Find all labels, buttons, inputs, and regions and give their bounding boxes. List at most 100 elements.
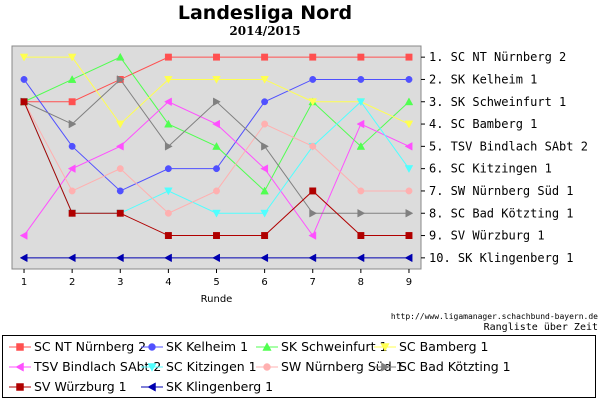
data-point — [261, 53, 269, 61]
legend-label: SK Schweinfurt 1 — [281, 339, 388, 354]
chart-title: Landesliga Nord — [177, 2, 353, 24]
x-tick-label: 2 — [69, 277, 75, 288]
data-point — [67, 164, 76, 173]
legend-marker — [147, 362, 157, 372]
data-point — [212, 76, 221, 84]
rank-label: 6. SC Kitzingen 1 — [429, 162, 552, 176]
data-point — [212, 119, 220, 129]
data-point — [19, 231, 28, 240]
legend-item: SW Nürnberg Süd 1 — [256, 359, 404, 374]
legend-swatch — [9, 361, 31, 372]
series-8 — [20, 98, 413, 240]
data-point — [164, 53, 172, 61]
data-point — [116, 120, 125, 129]
data-point — [308, 253, 317, 263]
rank-label: 4. SC Bamberg 1 — [429, 117, 537, 131]
data-point — [164, 119, 173, 128]
data-point — [212, 253, 220, 263]
data-point — [68, 119, 77, 129]
data-point — [164, 76, 173, 84]
data-point — [212, 141, 221, 150]
x-tick-label: 6 — [261, 277, 267, 288]
rank-label: 7. SW Nürnberg Süd 1 — [429, 184, 574, 198]
data-point — [116, 75, 125, 84]
data-point — [213, 165, 220, 173]
series-3 — [19, 53, 414, 129]
legend: SC NT Nürnberg 2 SK Kelheim 1 SK Schweinfu… — [2, 335, 596, 398]
rank-label: 5. TSV Bindlach SAbt 2 — [429, 139, 588, 153]
legend-item: SK Klingenberg 1 — [141, 379, 273, 394]
data-point — [404, 142, 413, 151]
x-tick-label: 8 — [358, 277, 364, 288]
data-point — [357, 76, 365, 83]
legend-swatch — [256, 362, 278, 371]
data-point — [405, 187, 413, 195]
data-point — [67, 53, 77, 62]
legend-marker — [381, 361, 390, 372]
legend-label: SC NT Nürnberg 2 — [34, 339, 147, 354]
data-point — [164, 232, 172, 240]
series-9 — [19, 253, 413, 263]
data-point — [405, 208, 414, 218]
x-axis-label: Runde — [201, 294, 233, 305]
legend-marker — [147, 381, 156, 392]
data-point — [213, 232, 220, 240]
legend-swatch — [141, 381, 163, 392]
data-point — [260, 164, 269, 173]
legend-item: SC NT Nürnberg 2 — [9, 339, 146, 354]
data-point — [356, 253, 365, 263]
series-0 — [20, 53, 413, 106]
data-point — [20, 98, 28, 106]
data-point — [115, 142, 124, 151]
legend-label: SC Bamberg 1 — [399, 339, 489, 354]
legend-swatch — [9, 382, 31, 391]
x-tick-label: 1 — [21, 277, 27, 288]
data-point — [405, 76, 413, 83]
data-point — [68, 142, 76, 150]
data-point — [115, 253, 124, 263]
data-point — [164, 165, 172, 173]
legend-marker — [148, 342, 156, 351]
rank-label: 3. SK Schweinfurt 1 — [429, 95, 566, 109]
legend-marker — [380, 342, 390, 352]
data-point — [212, 209, 221, 218]
legend-label: SC Kitzingen 1 — [166, 359, 257, 374]
legend-marker — [263, 362, 271, 371]
data-point — [309, 142, 317, 150]
data-point — [309, 53, 317, 61]
legend-label: SV Würzburg 1 — [34, 379, 127, 394]
data-point — [308, 231, 317, 240]
data-point — [67, 253, 76, 263]
data-point — [404, 97, 414, 106]
data-point — [405, 53, 413, 61]
legend-marker — [262, 341, 272, 351]
rank-label: 1. SC NT Nürnberg 2 — [429, 50, 566, 64]
x-tick-label: 9 — [406, 277, 412, 288]
rank-label: 10. SK Klingenberg 1 — [429, 251, 574, 265]
legend-item: SC Bad Kötzting 1 — [374, 359, 511, 374]
data-point — [309, 76, 317, 83]
data-point — [260, 186, 269, 195]
data-point — [116, 165, 124, 173]
data-point — [68, 98, 76, 106]
data-point — [116, 187, 124, 195]
data-point — [213, 53, 220, 61]
data-point — [405, 232, 413, 240]
data-point — [357, 232, 365, 240]
data-point — [404, 120, 414, 129]
data-point — [67, 75, 77, 83]
data-point — [356, 98, 366, 107]
legend-item: TSV Bindlach SAbt 2 — [9, 359, 161, 374]
x-tick-label: 5 — [213, 277, 219, 288]
legend-swatch — [141, 362, 163, 372]
data-point — [261, 98, 269, 106]
x-tick-label: 7 — [310, 277, 316, 288]
data-point — [404, 165, 414, 174]
legend-marker — [16, 382, 24, 391]
data-point — [309, 208, 318, 218]
legend-label: TSV Bindlach SAbt 2 — [34, 359, 162, 374]
rank-label: 2. SK Kelheim 1 — [429, 72, 537, 86]
data-point — [68, 187, 76, 195]
chart-subtitle: 2014/2015 — [229, 24, 301, 38]
data-point — [213, 187, 220, 195]
